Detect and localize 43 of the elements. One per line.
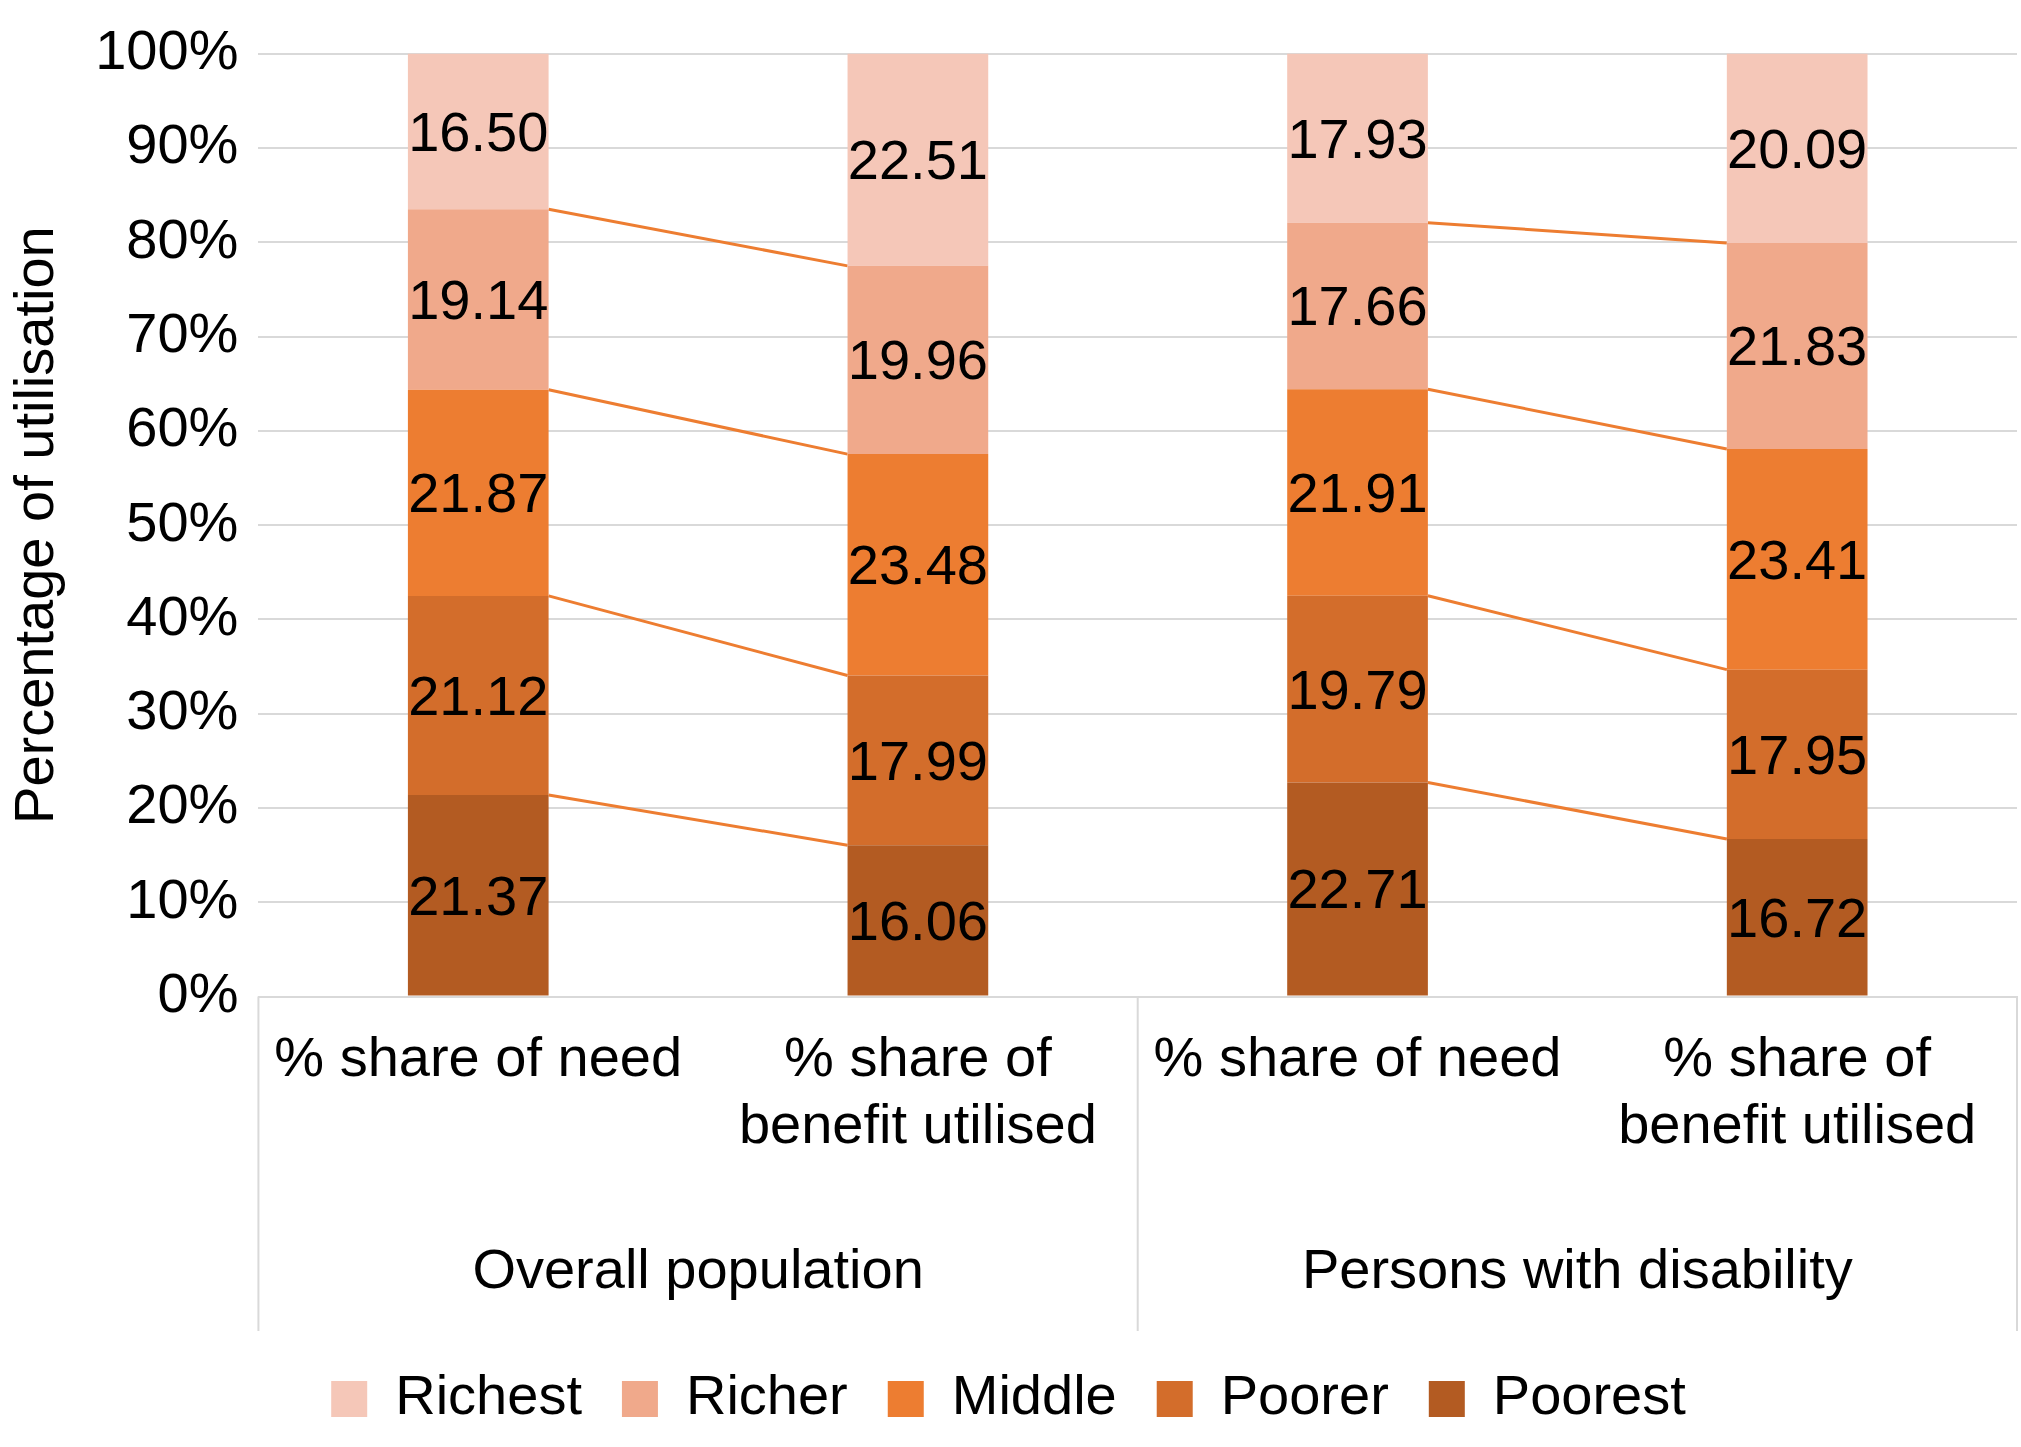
x-tick-label: % share of benefit utilised xyxy=(1618,1024,1977,1155)
data-label: 22.51 xyxy=(847,128,988,192)
data-label: 16.06 xyxy=(847,888,988,952)
y-tick-label: 50% xyxy=(126,489,239,553)
y-tick-label: 80% xyxy=(126,206,239,270)
text: Overall population xyxy=(472,1237,924,1301)
data-label: 21.87 xyxy=(408,461,549,525)
data-label: 19.79 xyxy=(1287,657,1428,721)
data-label: 21.12 xyxy=(408,663,549,727)
data-label: 21.83 xyxy=(1727,314,1868,378)
y-axis-title: Percentage of utilisation xyxy=(2,226,66,824)
data-label: 17.93 xyxy=(1287,106,1428,170)
data-label: 19.96 xyxy=(847,328,988,392)
data-label: 17.99 xyxy=(847,728,988,792)
x-tick-label: % share of benefit utilised xyxy=(738,1024,1097,1155)
legend-label: Richest xyxy=(395,1363,583,1427)
data-label: 17.95 xyxy=(1727,722,1868,786)
y-tick-label: 0% xyxy=(157,961,239,1025)
legend-label: Middle xyxy=(951,1363,1117,1427)
data-label: 19.14 xyxy=(408,267,549,331)
y-tick-label: 20% xyxy=(126,772,239,836)
data-label: 16.72 xyxy=(1727,885,1868,949)
data-label: 22.71 xyxy=(1287,857,1428,921)
legend-label: Poorer xyxy=(1220,1363,1389,1427)
data-label: 21.91 xyxy=(1287,460,1428,524)
y-tick-label: 10% xyxy=(126,866,239,930)
data-label: 23.41 xyxy=(1727,527,1868,591)
y-tick-label: 40% xyxy=(126,583,239,647)
y-tick-label: 70% xyxy=(126,300,239,364)
y-tick-label: 30% xyxy=(126,678,239,742)
x-tick-label: % share of need xyxy=(274,1024,683,1088)
data-label: 21.37 xyxy=(408,863,549,927)
y-tick-label: 100% xyxy=(95,18,239,82)
y-tick-label: 90% xyxy=(126,112,239,176)
x-tick-label: % share of need xyxy=(1153,1024,1562,1088)
legend-label: Poorest xyxy=(1492,1363,1687,1427)
text: Persons with disability xyxy=(1301,1237,1853,1301)
legend-label: Richer xyxy=(685,1363,848,1427)
data-label: 16.50 xyxy=(408,99,549,163)
data-label: 17.66 xyxy=(1287,274,1428,338)
data-label: 23.48 xyxy=(847,533,988,597)
data-label: 20.09 xyxy=(1727,116,1868,180)
y-tick-label: 60% xyxy=(126,395,239,459)
